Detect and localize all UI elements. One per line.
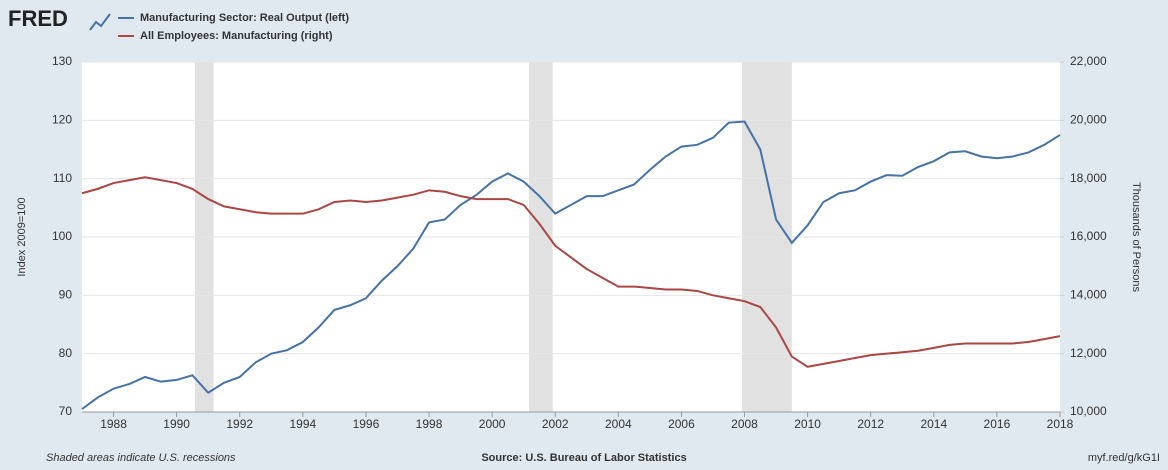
y2-tick-label: 12,000	[1070, 346, 1107, 360]
logo: FRED	[8, 6, 68, 31]
source: Source: U.S. Bureau of Labor Statistics	[481, 452, 686, 464]
legend-label: Manufacturing Sector: Real Output (left)	[140, 12, 349, 24]
x-tick-label: 2002	[542, 417, 569, 431]
x-tick-label: 2010	[794, 417, 821, 431]
x-tick-label: 2008	[731, 417, 758, 431]
y2-tick-label: 14,000	[1070, 288, 1107, 302]
y2-tick-label: 22,000	[1070, 54, 1107, 68]
y-tick-label: 90	[59, 288, 73, 302]
y2-tick-label: 18,000	[1070, 171, 1107, 185]
y-tick-label: 120	[52, 113, 72, 127]
x-tick-label: 1992	[226, 417, 253, 431]
y-tick-label: 100	[52, 229, 72, 243]
y2-tick-label: 20,000	[1070, 113, 1107, 127]
note: Shaded areas indicate U.S. recessions	[46, 452, 236, 464]
legend-label: All Employees: Manufacturing (right)	[140, 30, 333, 42]
x-tick-label: 1988	[100, 417, 127, 431]
x-tick-label: 2004	[605, 417, 632, 431]
x-tick-label: 1998	[416, 417, 443, 431]
x-tick-label: 1994	[289, 417, 316, 431]
y-tick-label: 70	[59, 404, 73, 418]
x-tick-label: 2014	[920, 417, 947, 431]
x-tick-label: 2016	[984, 417, 1011, 431]
y-tick-label: 80	[59, 346, 73, 360]
x-tick-label: 1996	[353, 417, 380, 431]
x-tick-label: 2018	[1047, 417, 1074, 431]
x-tick-label: 2012	[857, 417, 884, 431]
x-tick-label: 2000	[479, 417, 506, 431]
y2-axis-title: Thousands of Persons	[1130, 182, 1142, 293]
x-tick-label: 1990	[163, 417, 190, 431]
line-series	[81, 120, 1061, 410]
y-tick-label: 110	[53, 171, 72, 185]
y-tick-label: 130	[52, 54, 72, 68]
logo-icon	[89, 13, 111, 31]
y2-tick-label: 16,000	[1070, 229, 1107, 243]
line-series	[81, 176, 1061, 368]
x-tick-label: 2006	[668, 417, 695, 431]
url[interactable]: myf.red/g/kG1I	[1088, 452, 1160, 464]
y2-tick-label: 10,000	[1070, 404, 1107, 418]
y-axis-title: Index 2009=100	[16, 197, 28, 276]
